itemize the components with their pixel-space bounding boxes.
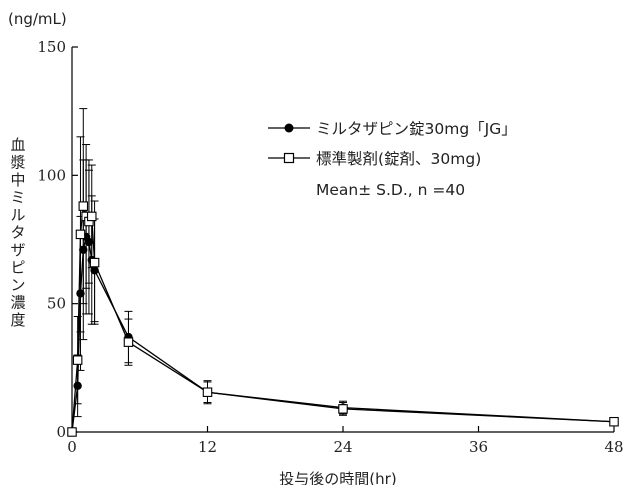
legend-marker-test xyxy=(284,123,294,133)
axes: 0 50 100 150 0 12 24 36 48 xyxy=(37,38,623,456)
y-axis-title-char: ン xyxy=(10,276,25,294)
data-point xyxy=(89,257,100,268)
x-tick-label: 36 xyxy=(469,438,488,456)
data-point xyxy=(609,416,619,427)
data-point xyxy=(123,337,134,347)
x-tick-label: 24 xyxy=(333,438,352,456)
data-point xyxy=(338,404,348,414)
y-axis-title-char: ル xyxy=(10,206,25,224)
data-point xyxy=(78,201,89,211)
data-point xyxy=(67,427,77,437)
y-axis-title-char: ザ xyxy=(10,241,25,259)
data-point xyxy=(202,387,213,397)
legend-label-test: ミルタザピン錠30mg「JG」 xyxy=(316,120,517,138)
y-axis-title-char: ミ xyxy=(10,189,25,207)
legend-marker-reference xyxy=(283,152,295,164)
series-reference xyxy=(67,108,619,437)
x-tick-label: 12 xyxy=(198,438,217,456)
series-layer xyxy=(67,108,619,437)
y-unit-label: (ng/mL) xyxy=(8,10,67,28)
y-axis-title-char: 血 xyxy=(10,136,25,154)
x-tick-label: 0 xyxy=(67,438,77,456)
data-point xyxy=(75,229,86,240)
y-axis-title-char: 度 xyxy=(10,311,25,329)
y-tick-label: 150 xyxy=(37,38,66,56)
data-point xyxy=(72,355,83,365)
series-line xyxy=(71,205,615,433)
x-axis-title: 投与後の時間(hr) xyxy=(279,470,396,485)
y-axis-title-char: 中 xyxy=(10,171,25,189)
y-axis-title-char: タ xyxy=(10,224,25,242)
y-axis-title-char: 濃 xyxy=(10,294,25,312)
y-axis-title-char: ピ xyxy=(10,259,25,277)
y-tick-label: 100 xyxy=(37,166,66,184)
legend-note: Mean± S.D., n =40 xyxy=(316,181,465,199)
y-axis-title-char: 漿 xyxy=(10,154,25,172)
y-tick-label: 50 xyxy=(47,295,66,313)
legend: ミルタザピン錠30mg「JG」 標準製剤(錠剤、30mg) Mean± S.D.… xyxy=(268,120,517,199)
legend-label-reference: 標準製剤(錠剤、30mg) xyxy=(316,150,481,168)
y-tick-label: 0 xyxy=(56,423,66,441)
data-point xyxy=(87,211,97,222)
series-test xyxy=(67,159,619,437)
x-tick-label: 48 xyxy=(604,438,623,456)
